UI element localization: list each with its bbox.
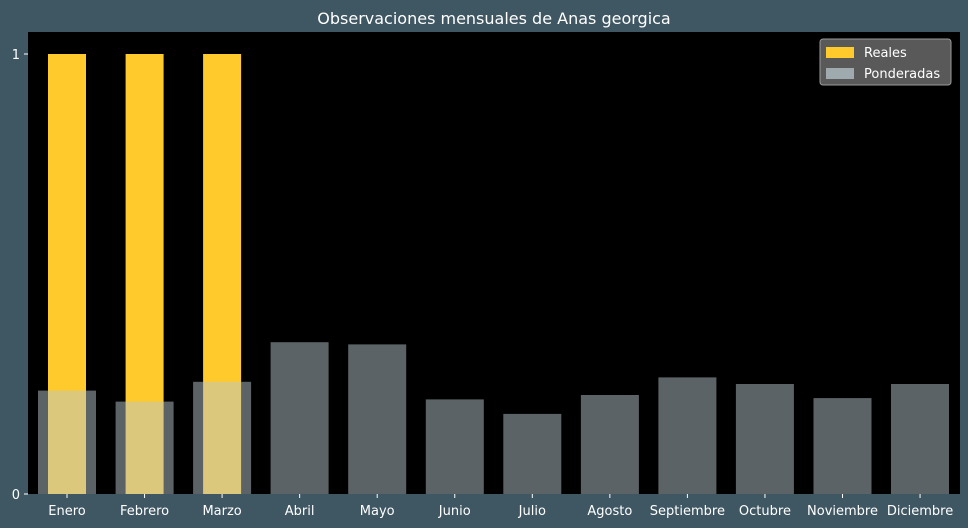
bar-ponderadas-noviembre	[813, 398, 872, 494]
bar-ponderadas-febrero	[115, 401, 174, 494]
x-tick-label: Agosto	[587, 504, 632, 519]
x-tick-label: Julio	[518, 504, 546, 519]
x-tick-label: Enero	[48, 504, 86, 519]
axes-layer: Enero Febrero Marzo Abril Mayo Junio Julio Agos…	[12, 48, 954, 519]
y-tick-label: 0	[12, 488, 20, 503]
bar-ponderadas-junio	[425, 399, 484, 494]
y-tick-label: 1	[12, 48, 20, 63]
legend-label-reales: Reales	[864, 46, 907, 61]
bar-ponderadas-septiembre	[658, 377, 717, 494]
bar-ponderadas-enero	[38, 390, 96, 494]
x-tick-label: Noviembre	[807, 504, 878, 519]
bar-ponderadas-julio	[503, 413, 562, 494]
bar-ponderadas-diciembre	[891, 384, 949, 494]
bar-ponderadas-agosto	[580, 395, 639, 494]
x-tick-label: Septiembre	[650, 504, 725, 519]
bar-ponderadas-mayo	[348, 344, 407, 494]
x-tick-label: Marzo	[202, 504, 241, 519]
bars-layer	[38, 54, 949, 494]
chart-title: Observaciones mensuales de Anas georgica	[317, 9, 670, 28]
x-tick-label: Abril	[285, 504, 315, 519]
legend-swatch-reales	[826, 47, 854, 58]
plot-area	[28, 32, 960, 494]
legend: Reales Ponderadas	[819, 38, 952, 86]
bar-ponderadas-marzo	[193, 381, 252, 494]
x-tick-label: Febrero	[120, 504, 169, 519]
x-tick-label: Octubre	[739, 504, 791, 519]
x-tick-label: Junio	[438, 504, 471, 519]
bar-ponderadas-octubre	[735, 384, 794, 494]
legend-label-ponderadas: Ponderadas	[864, 67, 940, 82]
bar-ponderadas-abril	[270, 342, 329, 494]
x-tick-label: Mayo	[360, 504, 395, 519]
x-tick-label: Diciembre	[887, 504, 953, 519]
legend-swatch-ponderadas	[826, 68, 854, 79]
